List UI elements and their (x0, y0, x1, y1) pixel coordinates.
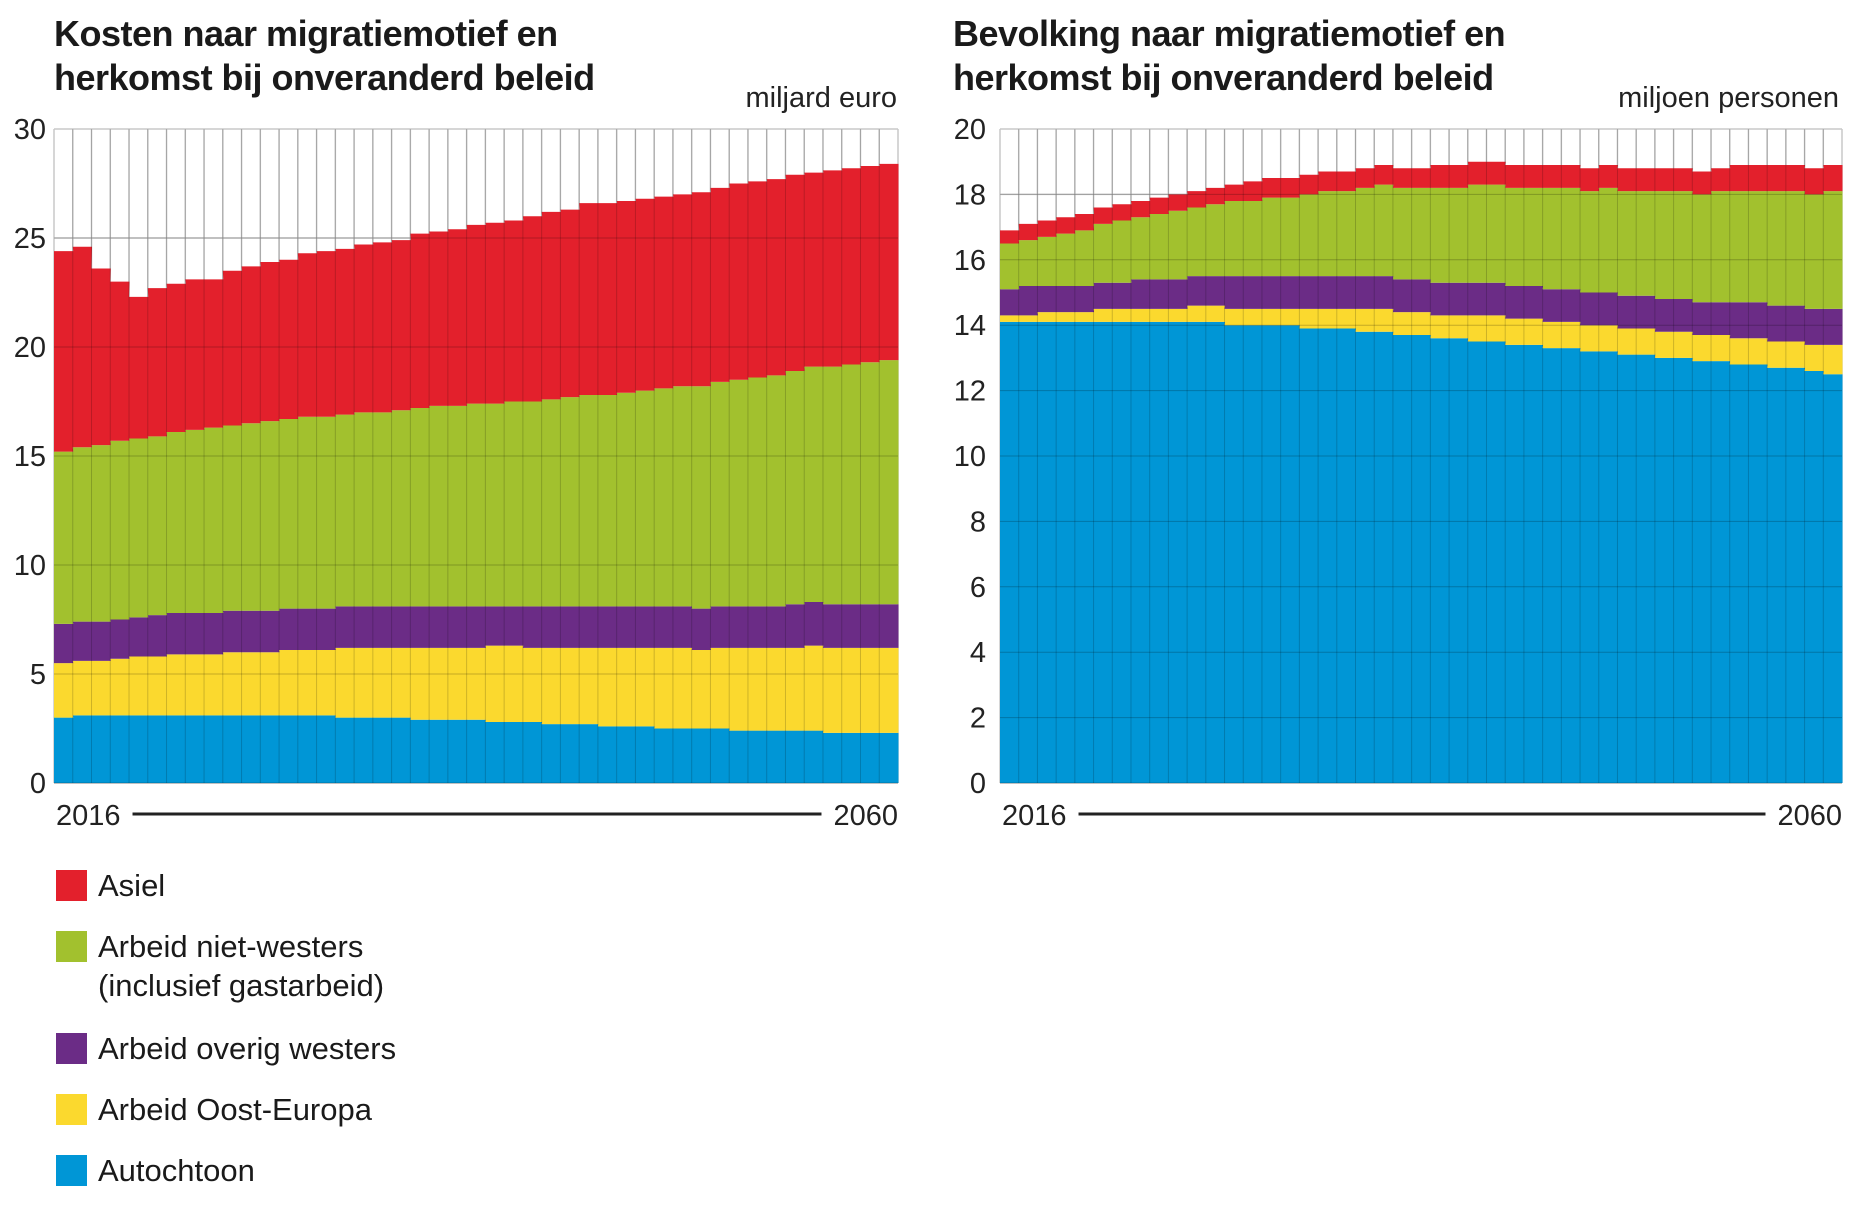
chart-title-line: Bevolking naar migratiemotief en (953, 13, 1506, 54)
y-tick-label: 10 (14, 550, 46, 582)
y-tick-label: 4 (970, 637, 986, 669)
chart-1: 0 2 4 6 8 10 12 14 16 18 20 2016 2060 (954, 114, 1843, 832)
areas (54, 163, 899, 783)
area-arbeid-niet-westers-inclusief-gastarbeid (1000, 184, 1843, 309)
chart-0: 0 5 10 15 20 25 30 2016 2060 (14, 114, 899, 832)
area-arbeid-oost-europa (1000, 305, 1843, 375)
legend-item-arbeid-niet-westers: Arbeid niet-westers (inclusief gastarbei… (56, 927, 396, 1005)
y-tick-label: 0 (970, 768, 986, 800)
legend: Asiel Arbeid niet-westers (inclusief gas… (56, 866, 396, 1190)
unit-label-bevolking: miljoen personen (1618, 82, 1839, 114)
y-tick-label: 10 (954, 441, 986, 473)
legend-item-autochtoon: Autochtoon (56, 1151, 396, 1190)
y-tick-label: 20 (14, 332, 46, 364)
area-autochtoon (1000, 321, 1843, 783)
legend-item-arbeid-overig-westers: Arbeid overig westers (56, 1029, 396, 1068)
legend-swatch (56, 870, 87, 901)
areas (1000, 161, 1843, 783)
y-tick-label: 14 (954, 310, 986, 342)
y-tick-label: 8 (970, 506, 986, 538)
area-autochtoon (54, 715, 899, 783)
chart-title-line: Kosten naar migratiemotief en (54, 13, 558, 54)
legend-label-line: Arbeid overig westers (98, 1031, 397, 1066)
y-tick-label: 5 (30, 659, 46, 691)
legend-label-line: (inclusief gastarbeid) (98, 968, 385, 1003)
legend-label-line: Arbeid Oost-Europa (98, 1092, 372, 1127)
legend-item-arbeid-oost-europa: Arbeid Oost-Europa (56, 1090, 396, 1129)
legend-label-line: Asiel (98, 868, 166, 903)
chart-title-bevolking: Bevolking naar migratiemotief en herkoms… (953, 12, 1506, 100)
area-asiel (1000, 161, 1843, 244)
grid-overlay (1000, 129, 1842, 784)
unit-label-kosten: miljard euro (745, 82, 898, 114)
chart-title-kosten: Kosten naar migratiemotief en herkomst b… (54, 12, 595, 100)
x-end-label: 2060 (1777, 800, 1842, 832)
legend-item-asiel: Asiel (56, 866, 396, 905)
legend-label-line: Autochtoon (98, 1153, 255, 1188)
legend-swatch (56, 931, 87, 962)
legend-swatch (56, 1033, 87, 1064)
area-arbeid-oost-europa (54, 645, 899, 733)
area-asiel (54, 163, 899, 452)
y-tick-label: 6 (970, 572, 986, 604)
x-end-label: 2060 (833, 800, 898, 832)
legend-label: Arbeid niet-westers (inclusief gastarbei… (98, 927, 396, 1005)
grid-overlay (54, 129, 898, 784)
y-tick-label: 30 (14, 114, 46, 146)
chart-title-line: herkomst bij onveranderd beleid (54, 57, 595, 98)
area-arbeid-niet-westers-inclusief-gastarbeid (54, 360, 899, 624)
y-tick-label: 20 (954, 114, 986, 146)
x-start-label: 2016 (56, 800, 121, 832)
y-tick-label: 16 (954, 245, 986, 277)
legend-label: Arbeid overig westers (98, 1029, 396, 1068)
y-tick-label: 0 (30, 768, 46, 800)
y-tick-label: 2 (970, 703, 986, 735)
area-arbeid-overig-westers (54, 602, 899, 664)
y-tick-label: 25 (14, 223, 46, 255)
legend-label: Asiel (98, 866, 396, 905)
legend-label: Autochtoon (98, 1151, 396, 1190)
chart-title-line: herkomst bij onveranderd beleid (953, 57, 1494, 98)
x-start-label: 2016 (1002, 800, 1067, 832)
y-tick-label: 15 (14, 441, 46, 473)
legend-swatch (56, 1094, 87, 1125)
y-tick-label: 12 (954, 376, 986, 408)
y-tick-label: 18 (954, 179, 986, 211)
legend-label-line: Arbeid niet-westers (98, 929, 364, 964)
legend-label: Arbeid Oost-Europa (98, 1090, 396, 1129)
area-arbeid-overig-westers (1000, 276, 1843, 345)
legend-swatch (56, 1155, 87, 1186)
